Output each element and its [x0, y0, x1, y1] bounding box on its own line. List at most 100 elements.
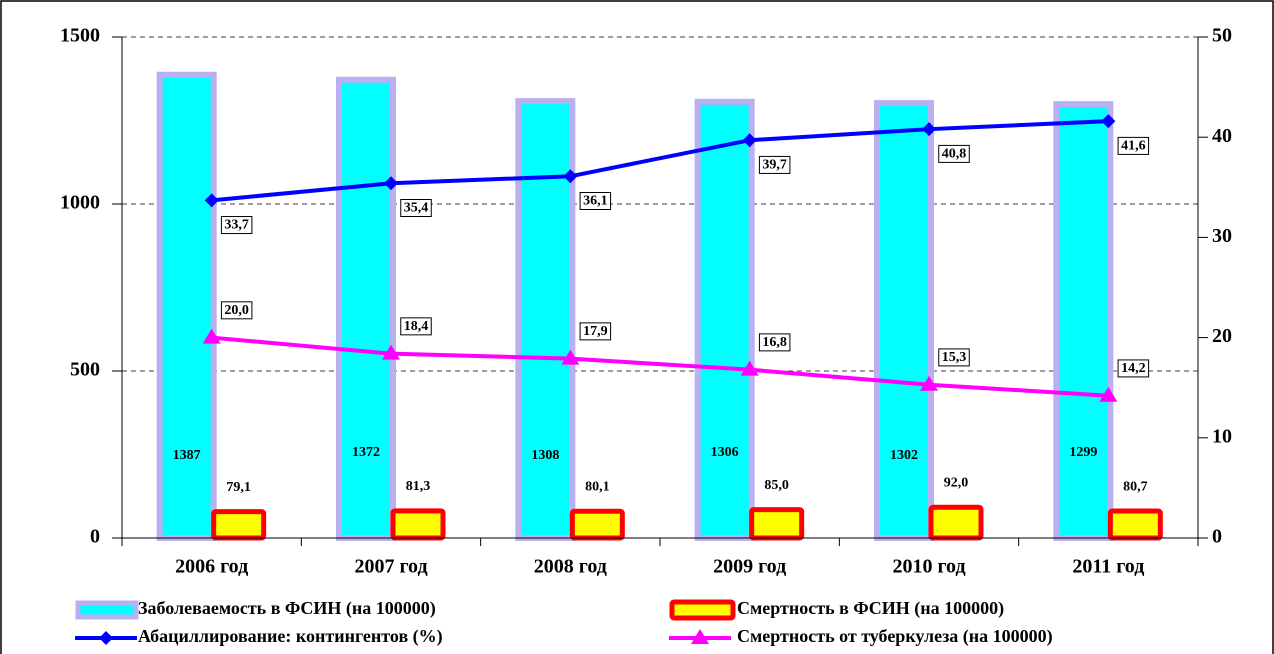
line-marker	[382, 344, 400, 360]
bar	[874, 100, 934, 542]
line-marker	[204, 193, 219, 208]
y2-tick-label: 20	[1212, 325, 1232, 347]
legend-label: Заболеваемость в ФСИН (на 100000)	[138, 598, 436, 619]
line-marker	[563, 169, 578, 184]
value-label: 39,7	[758, 155, 791, 174]
bar	[749, 507, 805, 541]
label-box	[400, 199, 432, 218]
label-box	[1117, 359, 1150, 378]
line-marker	[1099, 386, 1118, 402]
label-box	[220, 216, 253, 235]
plot-area	[156, 71, 1163, 542]
line-value-label: 16,8	[762, 335, 787, 350]
line-value-label: 20,0	[224, 303, 249, 318]
bar	[694, 98, 755, 542]
value-label: 14,2	[1117, 359, 1150, 378]
value-label: 17,9	[579, 322, 612, 341]
value-label: 15,3	[938, 348, 970, 367]
value-label: 35,4	[400, 199, 432, 218]
bar-value-label: 1302	[890, 448, 918, 463]
value-label: 40,8	[938, 144, 970, 163]
value-label: 36,1	[579, 191, 612, 210]
y-tick-label: 0	[90, 526, 100, 548]
line-value-label: 17,9	[583, 324, 608, 339]
bar	[156, 71, 217, 541]
line-value-label: 33,7	[224, 218, 249, 233]
x-tick-label: 2006 год	[175, 556, 248, 578]
label-box	[400, 317, 432, 336]
line-marker	[691, 629, 709, 644]
label-box	[758, 155, 791, 174]
y-tick-label: 500	[70, 359, 100, 381]
bar	[1107, 508, 1163, 541]
legend-swatch	[75, 600, 139, 620]
line-marker	[561, 349, 580, 365]
legend-item: Заболеваемость в ФСИН (на 100000)	[75, 598, 436, 620]
value-label: 18,4	[400, 317, 432, 336]
y-tick-label: 1500	[60, 25, 100, 47]
label-box	[220, 301, 253, 320]
bar-value-label: 1387	[173, 448, 201, 463]
line-value-label: 39,7	[762, 157, 787, 172]
value-label: 20,0	[220, 301, 253, 320]
bar-value-label: 80,7	[1123, 479, 1148, 494]
x-tick-label: 2010 год	[892, 556, 965, 578]
legend-label: Абациллирование: контингентов (%)	[138, 626, 443, 647]
bar-value-label: 85,0	[764, 478, 789, 493]
x-tick-label: 2011 год	[1072, 556, 1144, 578]
y2-tick-label: 10	[1212, 425, 1232, 447]
line	[211, 119, 1109, 203]
line-value-label: 14,2	[1121, 361, 1146, 376]
line-value-label: 18,4	[404, 319, 429, 334]
line-value-label: 36,1	[583, 193, 608, 208]
line-marker	[742, 133, 757, 148]
bar-value-label: 1308	[531, 448, 559, 463]
label-box	[1117, 136, 1150, 155]
value-label: 33,7	[220, 216, 253, 235]
bar	[1053, 101, 1114, 541]
bar	[336, 76, 396, 541]
bar	[390, 508, 446, 541]
line-marker	[920, 375, 938, 391]
x-tick-label: 2008 год	[534, 556, 607, 578]
y-tick-label: 1000	[60, 192, 100, 214]
bar-value-label: 79,1	[226, 480, 251, 495]
label-box	[938, 144, 970, 163]
y2-tick-label: 30	[1212, 225, 1232, 247]
bar-value-label: 92,0	[944, 475, 969, 490]
legend-label: Смертность в ФСИН (на 100000)	[737, 598, 1004, 619]
line-marker	[1101, 114, 1116, 129]
x-tick-label: 2009 год	[713, 556, 786, 578]
bar	[569, 508, 625, 541]
line	[211, 335, 1109, 398]
value-label: 41,6	[1117, 136, 1150, 155]
label-box	[938, 348, 970, 367]
y2-tick-label: 50	[1212, 25, 1232, 47]
bar-value-label: 1372	[352, 445, 380, 460]
bar	[515, 98, 576, 542]
line-value-label: 35,4	[404, 201, 429, 216]
line-marker	[922, 122, 936, 137]
line-marker	[99, 631, 113, 645]
bar-value-label: 1299	[1069, 445, 1097, 460]
legend-item: Смертность от туберкулеза (на 100000)	[669, 626, 1053, 647]
legend-swatch	[669, 599, 736, 621]
data-labels: 1387 1372 1308 1306 1302 1299 79,1 81,3 80,1 85,0…	[173, 136, 1150, 495]
line-value-label: 15,3	[942, 350, 967, 365]
label-box	[579, 191, 612, 210]
y2-tick-label: 0	[1212, 526, 1222, 548]
bar-value-label: 81,3	[406, 479, 431, 494]
line-value-label: 41,6	[1121, 138, 1146, 153]
bar	[928, 504, 984, 541]
bar-value-label: 1306	[711, 445, 739, 460]
legend-label: Смертность от туберкулеза (на 100000)	[737, 626, 1053, 647]
x-tick-label: 2007 год	[354, 556, 427, 578]
label-box	[579, 322, 612, 341]
bar	[211, 509, 267, 541]
value-label: 16,8	[758, 333, 791, 352]
legend-item: Смертность в ФСИН (на 100000)	[669, 598, 1004, 621]
bar-value-label: 80,1	[585, 479, 610, 494]
line-value-label: 40,8	[942, 146, 967, 161]
